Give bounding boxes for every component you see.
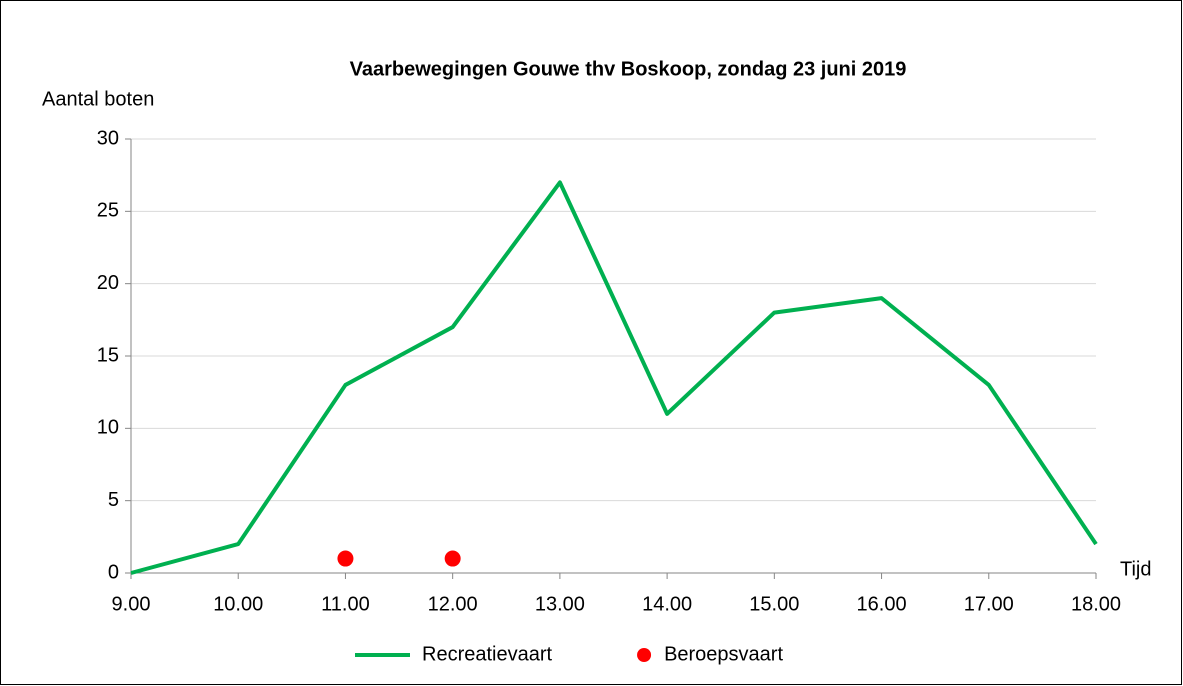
line [130,180,1098,575]
y-tick-label: 0 [108,561,119,583]
point [444,550,461,567]
chart-title: Vaarbewegingen Gouwe thv Boskoop, zondag… [350,58,907,80]
x-tick-label: 9.00 [112,593,151,615]
y-axis-label: Aantal boten [42,88,154,110]
x-tick-label: 10.00 [213,593,263,615]
legend-label: Recreatievaart [422,643,553,665]
x-tick-label: 16.00 [857,593,907,615]
y-tick-label: 15 [97,344,119,366]
x-tick-label: 14.00 [642,593,692,615]
y-tick-label: 5 [108,489,119,511]
legend-label: Beroepsvaart [664,643,783,665]
y-tick-label: 20 [97,272,119,294]
x-tick-label: 15.00 [749,593,799,615]
legend-marker [637,648,652,662]
y-tick-label: 10 [97,417,119,439]
x-tick-label: 13.00 [535,593,585,615]
x-tick-label: 17.00 [964,593,1014,615]
y-tick-label: 25 [97,200,119,222]
x-tick-label: 18.00 [1071,593,1121,615]
point [337,550,354,567]
x-axis-label: Tijd [1120,558,1151,580]
x-tick-label: 11.00 [321,593,370,615]
y-tick-label: 30 [97,127,119,149]
x-tick-label: 12.00 [428,593,478,615]
